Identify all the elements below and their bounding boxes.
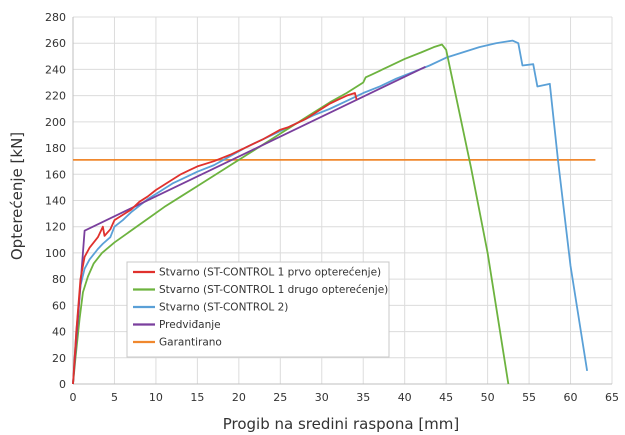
- x-tick-label: 55: [522, 391, 536, 404]
- y-axis-title: Opterećenje [kN]: [8, 132, 26, 260]
- tick-labels: 0 20 40 60 80 100 120 140 160 180 200 220 240 260 280 0…: [45, 11, 619, 404]
- x-tick-label: 40: [398, 391, 412, 404]
- axes: [72, 17, 612, 385]
- x-tick-label: 5: [111, 391, 118, 404]
- y-tick-label: 0: [59, 378, 66, 391]
- x-tick-label: 0: [70, 391, 77, 404]
- y-tick-label: 220: [45, 90, 66, 103]
- y-tick-label: 180: [45, 142, 66, 155]
- legend-label: Stvarno (ST-CONTROL 1 prvo opterećenje): [159, 267, 381, 279]
- y-tick-label: 140: [45, 195, 66, 208]
- series-line-2: [72, 39, 589, 385]
- legend-box: [126, 261, 390, 358]
- series-line-0: [72, 92, 358, 385]
- x-tick-label: 10: [149, 391, 163, 404]
- series-line-1: [72, 43, 510, 385]
- x-axis-title: Progib na sredini raspona [mm]: [223, 415, 460, 433]
- y-tick-label: 60: [52, 299, 66, 312]
- legend: Stvarno (ST-CONTROL 1 prvo opterećenje) S…: [126, 261, 390, 358]
- legend-label: Garantirano: [159, 337, 222, 349]
- x-tick-label: 45: [439, 391, 453, 404]
- legend-label: Stvarno (ST-CONTROL 2): [159, 302, 288, 314]
- x-tick-label: 35: [356, 391, 370, 404]
- x-tick-label: 60: [564, 391, 578, 404]
- legend-label: Stvarno (ST-CONTROL 1 drugo opterećenje): [159, 284, 388, 296]
- x-tick-label: 30: [315, 391, 329, 404]
- x-tick-label: 25: [273, 391, 287, 404]
- y-tick-label: 260: [45, 37, 66, 50]
- grid: [73, 16, 613, 384]
- y-tick-label: 280: [45, 11, 66, 24]
- x-tick-label: 20: [232, 391, 246, 404]
- x-tick-label: 50: [481, 391, 495, 404]
- y-tick-label: 80: [52, 273, 66, 286]
- legend-label: Predviđanje: [159, 319, 221, 331]
- y-tick-label: 160: [45, 168, 66, 181]
- series-lines: [72, 39, 596, 385]
- y-tick-label: 120: [45, 221, 66, 234]
- y-tick-label: 240: [45, 63, 66, 76]
- x-tick-label: 65: [605, 391, 619, 404]
- y-tick-label: 20: [52, 352, 66, 365]
- y-tick-label: 40: [52, 326, 66, 339]
- y-tick-label: 200: [45, 116, 66, 129]
- y-tick-label: 100: [45, 247, 66, 260]
- x-tick-label: 15: [190, 391, 204, 404]
